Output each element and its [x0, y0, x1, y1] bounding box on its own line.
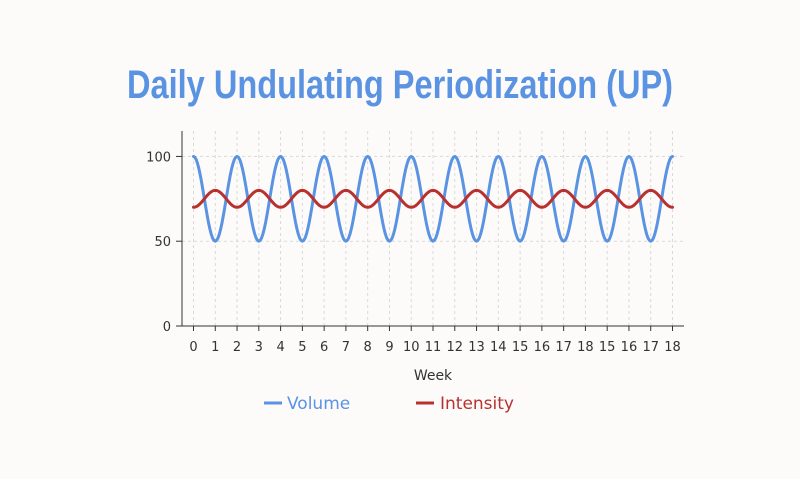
x-tick-label: 17	[555, 340, 572, 355]
x-tick-label: 17	[642, 340, 659, 355]
grid	[182, 131, 684, 326]
x-tick-label: 15	[512, 340, 529, 355]
series-line-intensity	[192, 188, 674, 209]
x-tick-label: 13	[468, 340, 485, 355]
series	[192, 154, 674, 243]
x-tick-label: 15	[599, 340, 616, 355]
x-tick-label: 5	[298, 340, 306, 355]
x-tick-label: 14	[490, 340, 507, 355]
x-tick-label: 18	[577, 340, 594, 355]
x-tick-label: 3	[255, 340, 263, 355]
chart-title: Daily Undulating Periodization (UP)	[127, 63, 673, 107]
x-tick-label: 18	[664, 340, 681, 355]
x-tick-label: 2	[233, 340, 241, 355]
x-tick-label: 7	[342, 340, 350, 355]
legend-label-intensity: Intensity	[440, 394, 514, 414]
x-tick-label: 9	[385, 340, 393, 355]
x-tick-label: 12	[446, 340, 463, 355]
y-tick-label: 0	[163, 320, 171, 335]
legend-item-volume: Volume	[264, 394, 350, 414]
x-tick-label: 16	[534, 340, 551, 355]
x-tick-label: 16	[621, 340, 638, 355]
x-tick-label: 1	[211, 340, 219, 355]
x-ticks: 0 1 2 3 4 5 6 7 8 9 10 11 12 13 14 15 16 17 18 15 16 17 18	[189, 326, 681, 355]
x-tick-label: 10	[403, 340, 420, 355]
x-axis-label: Week	[414, 368, 453, 384]
x-tick-label: 11	[425, 340, 442, 355]
y-tick-label: 50	[154, 235, 171, 250]
y-tick-label: 100	[146, 150, 171, 165]
legend: Volume Intensity	[264, 394, 514, 414]
legend-label-volume: Volume	[287, 394, 350, 414]
x-tick-label: 6	[320, 340, 328, 355]
x-tick-label: 0	[189, 340, 197, 355]
series-line-volume	[192, 154, 674, 243]
y-ticks: 0 50 100	[146, 150, 182, 335]
x-tick-label: 4	[276, 340, 284, 355]
legend-item-intensity: Intensity	[416, 394, 514, 414]
x-tick-label: 8	[364, 340, 372, 355]
